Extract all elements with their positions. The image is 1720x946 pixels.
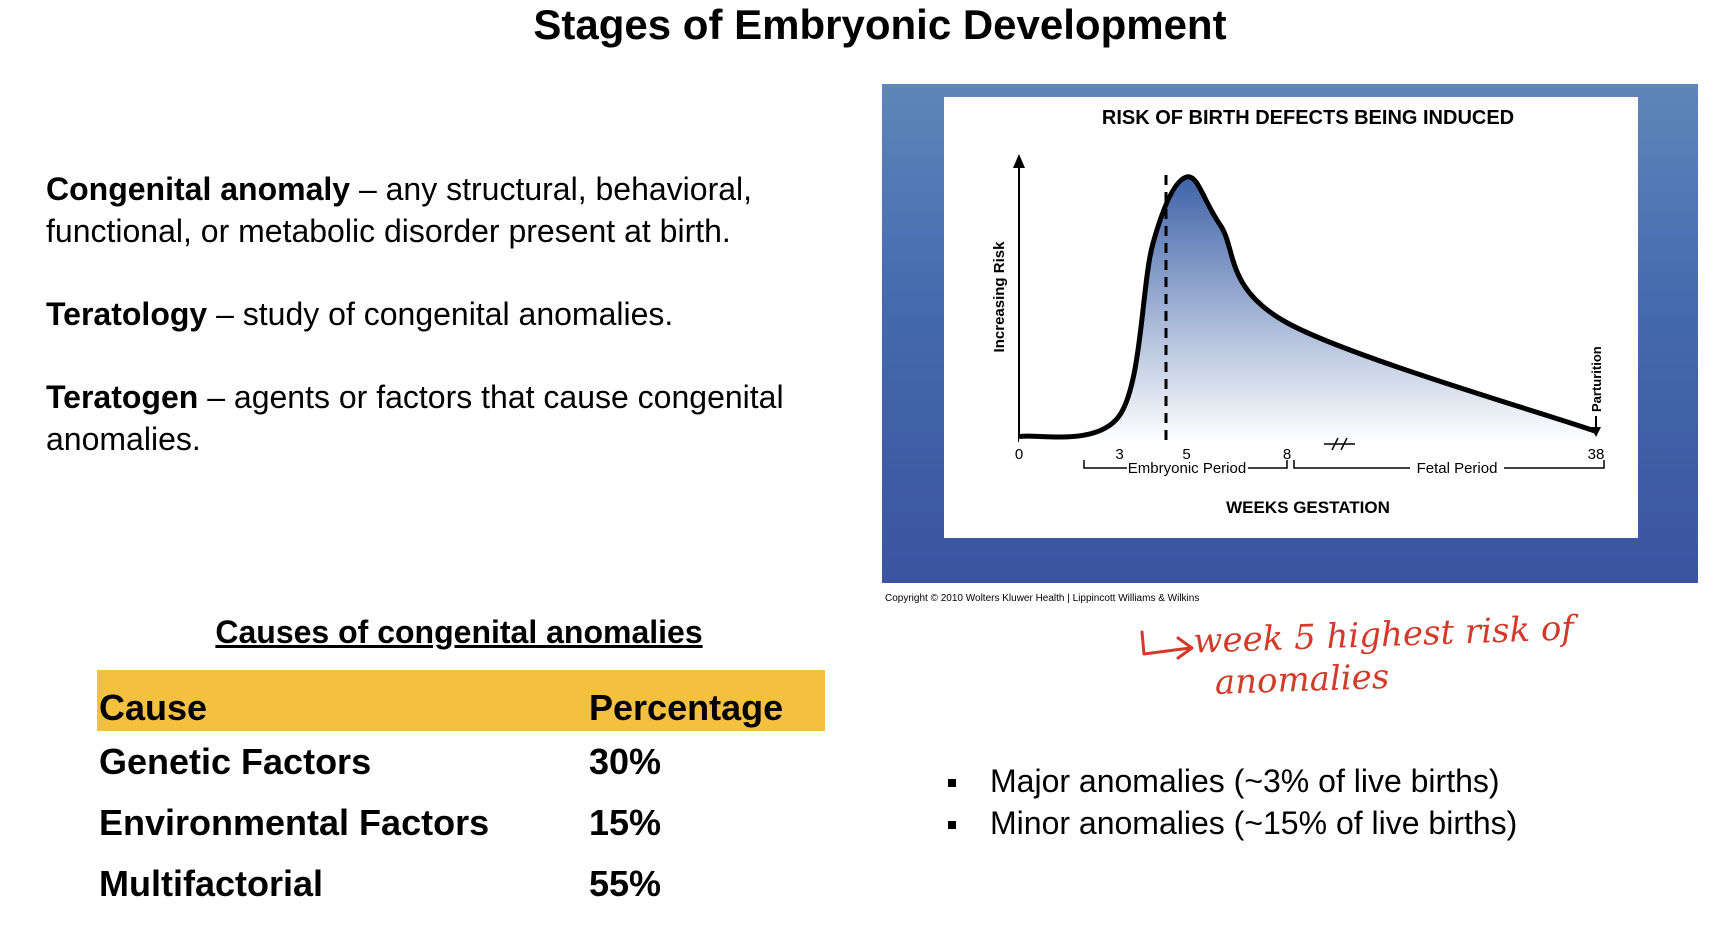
header-percentage: Percentage bbox=[589, 687, 784, 728]
percentage-cell: 30% bbox=[589, 740, 662, 782]
definition-teratogen: Teratogen – agents or factors that cause… bbox=[46, 376, 846, 460]
definition-term: Teratology bbox=[46, 296, 208, 332]
risk-figure-frame: RISK OF BIRTH DEFECTS BEING INDUCED Incr… bbox=[882, 84, 1698, 583]
percentage-cell: 15% bbox=[589, 801, 662, 843]
parturition-label: Parturition bbox=[1589, 346, 1604, 412]
axis-break-icon bbox=[1324, 437, 1355, 451]
table-row: Genetic Factors 30% bbox=[97, 731, 825, 792]
anomaly-bullets: Major anomalies (~3% of live births) Min… bbox=[944, 760, 1517, 844]
definition-text: – study of congenital anomalies. bbox=[207, 296, 674, 332]
embryonic-period-label: Embryonic Period bbox=[1128, 460, 1246, 477]
y-axis-label: Increasing Risk bbox=[991, 241, 1008, 353]
handwritten-arrow-icon bbox=[1140, 630, 1194, 660]
fetal-period-label: Fetal Period bbox=[1417, 460, 1498, 477]
definition-term: Congenital anomaly bbox=[46, 171, 351, 207]
figure-copyright: Copyright © 2010 Wolters Kluwer Health |… bbox=[885, 593, 1200, 604]
table-row: Environmental Factors 15% bbox=[97, 792, 825, 853]
causes-table-header: Cause Percentage bbox=[97, 670, 825, 731]
definition-teratology: Teratology – study of congenital anomali… bbox=[46, 293, 846, 335]
list-item: Major anomalies (~3% of live births) bbox=[944, 760, 1517, 802]
cause-cell: Genetic Factors bbox=[99, 740, 372, 782]
embryonic-period-bracket bbox=[1083, 460, 1288, 469]
definition-term: Teratogen bbox=[46, 379, 199, 415]
risk-curve bbox=[1018, 174, 1597, 440]
header-cause: Cause bbox=[99, 687, 208, 728]
risk-chart-panel: RISK OF BIRTH DEFECTS BEING INDUCED Incr… bbox=[944, 97, 1638, 538]
definition-congenital-anomaly: Congenital anomaly – any structural, beh… bbox=[46, 168, 846, 252]
parturition-arrowhead bbox=[1591, 427, 1601, 437]
cause-cell: Multifactorial bbox=[99, 862, 324, 904]
definition-text: – any structural, behavioral, functional… bbox=[46, 171, 753, 249]
x-axis-label: WEEKS GESTATION bbox=[1226, 498, 1390, 517]
chart-title: RISK OF BIRTH DEFECTS BEING INDUCED bbox=[1102, 107, 1514, 129]
y-axis-arrowhead bbox=[1013, 154, 1025, 168]
x-tick-label: 8 bbox=[1283, 446, 1291, 463]
handwritten-annotation: week 5 highest risk of anomalies bbox=[1143, 604, 1686, 707]
table-row: Multifactorial 55% bbox=[97, 853, 825, 914]
definition-text: – agents or factors that cause congenita… bbox=[46, 379, 784, 457]
list-item: Minor anomalies (~15% of live births) bbox=[944, 802, 1517, 844]
risk-area-fill bbox=[1019, 176, 1596, 443]
definitions: Congenital anomaly – any structural, beh… bbox=[46, 168, 846, 501]
x-tick-labels: 0 3 5 8 38 bbox=[1015, 446, 1605, 463]
cause-cell: Environmental Factors bbox=[99, 801, 490, 843]
causes-table-title: Causes of congenital anomalies bbox=[215, 614, 703, 650]
x-tick-label: 38 bbox=[1588, 446, 1605, 463]
risk-chart: RISK OF BIRTH DEFECTS BEING INDUCED Incr… bbox=[991, 107, 1605, 517]
causes-table: Cause Percentage Genetic Factors 30% Env… bbox=[97, 670, 825, 914]
x-tick-label: 0 bbox=[1015, 446, 1023, 463]
x-tick-label: 3 bbox=[1115, 446, 1123, 463]
slide-title: Stages of Embryonic Development bbox=[533, 1, 1227, 48]
x-tick-label: 5 bbox=[1182, 446, 1190, 463]
fetal-period-bracket bbox=[1293, 460, 1605, 469]
percentage-cell: 55% bbox=[589, 862, 662, 904]
